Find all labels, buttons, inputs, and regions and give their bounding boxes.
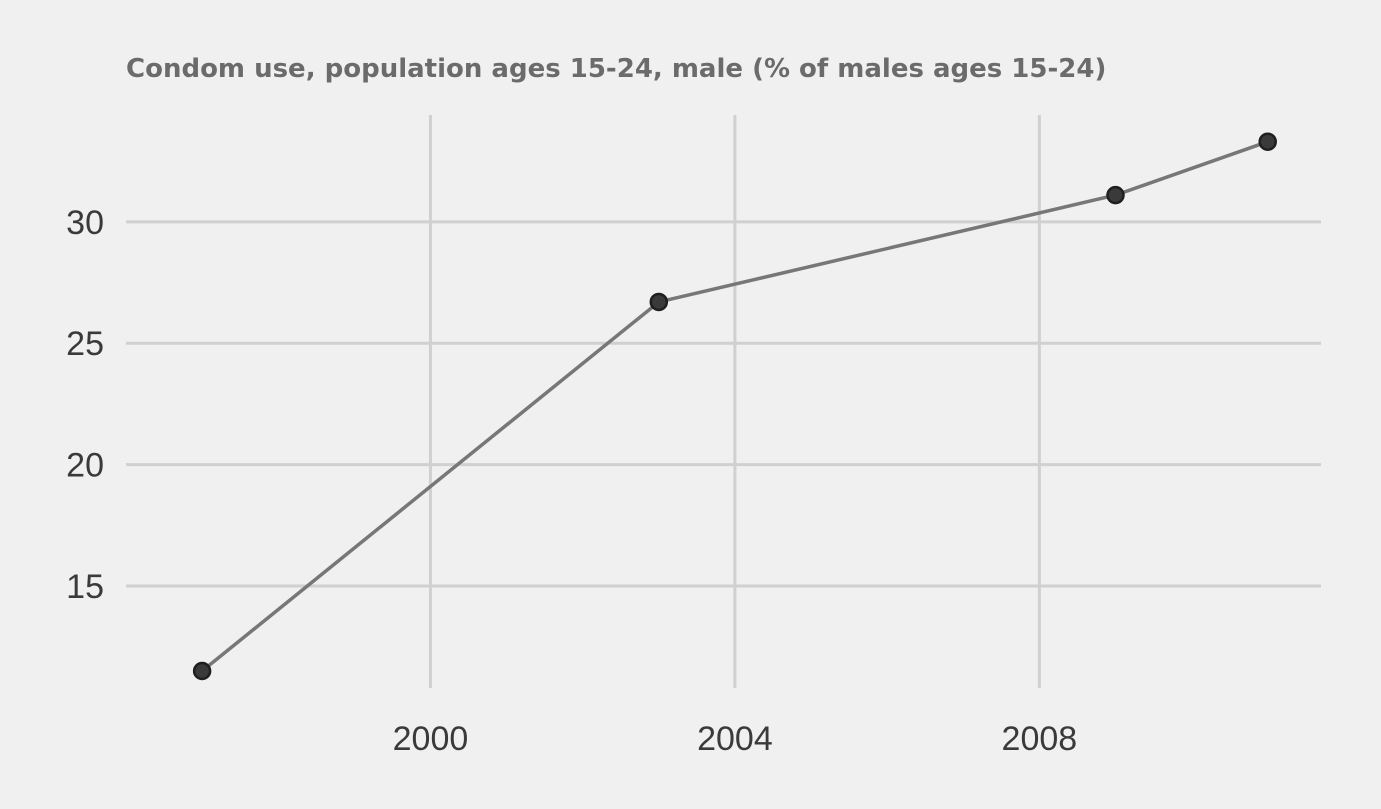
x-tick-labels: 2000 2004 2008 (393, 720, 1078, 758)
data-point (1106, 185, 1125, 205)
y-tick-label: 25 (66, 325, 104, 363)
x-gridlines (428, 115, 1041, 688)
x-tick-label: 2000 (393, 720, 469, 758)
y-tick-label: 30 (66, 204, 104, 242)
data-point (1258, 132, 1277, 151)
y-tick-label: 20 (66, 447, 104, 485)
x-tick-label: 2004 (697, 720, 773, 758)
data-point (649, 292, 669, 312)
y-gridlines (126, 220, 1321, 588)
chart-title: Condom use, population ages 15-24, male … (126, 54, 1107, 84)
x-tick-label: 2008 (1002, 720, 1078, 758)
data-point (192, 661, 212, 681)
series-line (201, 140, 1269, 673)
y-tick-label: 15 (66, 568, 104, 606)
series-group (192, 132, 1277, 681)
y-tick-labels: 15 20 25 30 (66, 204, 104, 606)
